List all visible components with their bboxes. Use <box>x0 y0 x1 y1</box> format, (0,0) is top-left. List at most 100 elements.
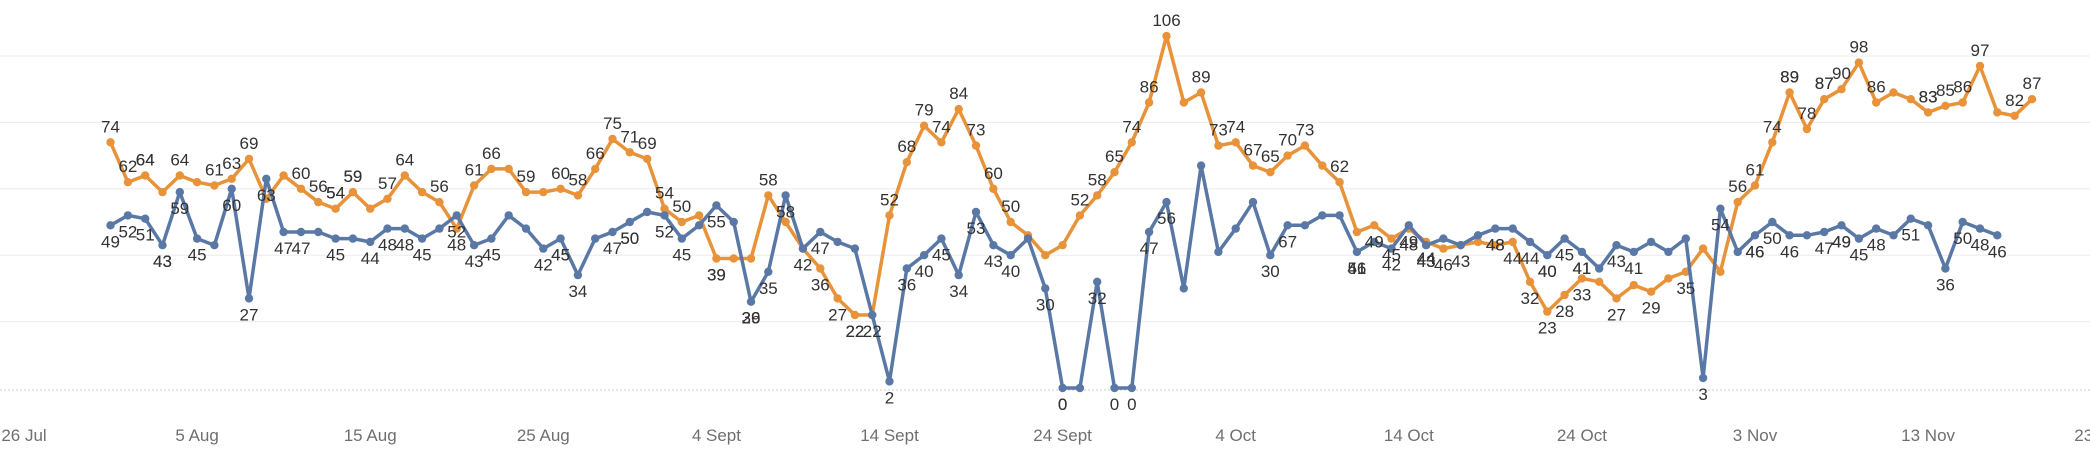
data-point <box>469 181 479 190</box>
data-label: 59 <box>343 167 362 186</box>
data-point <box>1595 277 1604 286</box>
data-label: 64 <box>395 151 414 170</box>
data-point <box>1473 231 1483 240</box>
data-point <box>1352 247 1362 257</box>
data-point <box>210 181 219 190</box>
data-label: 27 <box>240 305 259 324</box>
series-lines <box>106 31 2037 393</box>
data-point <box>694 221 704 230</box>
data-point <box>1370 221 1379 230</box>
data-label: 35 <box>759 279 778 298</box>
data-label: 22 <box>845 322 864 341</box>
data-point <box>1577 274 1587 283</box>
data-point <box>573 270 583 280</box>
data-label: 86 <box>1953 78 1972 97</box>
data-point <box>1768 217 1777 227</box>
data-point <box>262 174 271 183</box>
data-label: 43 <box>984 252 1003 271</box>
data-point <box>1006 251 1015 260</box>
data-point <box>1750 181 1760 190</box>
data-label: 45 <box>551 246 570 265</box>
data-point <box>1110 383 1119 393</box>
data-point <box>816 264 825 273</box>
data-point <box>919 121 929 130</box>
data-point <box>1439 244 1448 253</box>
data-point <box>1612 241 1621 250</box>
data-point <box>971 141 981 150</box>
data-label: 49 <box>101 232 120 251</box>
data-point <box>1491 241 1500 250</box>
data-point <box>1283 151 1292 160</box>
data-label: 48 <box>1486 236 1505 255</box>
data-label: 74 <box>932 117 951 136</box>
data-label: 67 <box>1278 232 1297 251</box>
data-point <box>608 134 617 144</box>
data-point <box>608 227 617 237</box>
data-point <box>1266 251 1275 260</box>
data-point <box>417 187 427 197</box>
data-label: 63 <box>222 154 241 173</box>
data-point <box>158 187 167 197</box>
data-point <box>989 241 998 250</box>
data-point <box>192 178 202 187</box>
data-label: 3 <box>1698 385 1707 404</box>
data-point <box>192 234 202 243</box>
data-label: 43 <box>1451 252 1470 271</box>
data-label: 79 <box>915 101 934 120</box>
data-label: 54 <box>326 184 345 203</box>
data-label: 73 <box>967 121 986 140</box>
data-label: 44 <box>361 249 380 268</box>
data-point <box>1266 168 1275 177</box>
data-label: 89 <box>1780 68 1799 87</box>
data-label: 45 <box>188 246 207 265</box>
data-point <box>1577 247 1587 257</box>
data-point <box>1404 221 1414 230</box>
data-point <box>1941 101 1950 111</box>
data-label: 83 <box>1919 87 1938 106</box>
data-point <box>1733 197 1742 207</box>
data-point <box>556 234 565 243</box>
data-point <box>729 217 738 227</box>
data-point <box>1179 98 1189 107</box>
data-point <box>1837 85 1846 94</box>
data-point <box>1093 191 1102 200</box>
data-point <box>366 204 375 213</box>
data-point <box>1248 197 1258 207</box>
data-point <box>210 241 219 250</box>
data-point <box>487 234 496 243</box>
data-label: 58 <box>1088 170 1107 189</box>
data-point <box>1543 251 1552 260</box>
data-point <box>2010 111 2019 121</box>
data-point <box>1144 98 1154 107</box>
x-tick-label: 26 Jul <box>1 426 46 445</box>
data-label: 62 <box>1330 157 1349 176</box>
data-label: 49 <box>1399 232 1418 251</box>
data-label: 42 <box>793 256 812 275</box>
data-point <box>1179 284 1189 293</box>
data-label: 44 <box>1417 249 1436 268</box>
x-tick-label: 4 Oct <box>1215 426 1256 445</box>
data-point <box>227 184 236 193</box>
data-label: 35 <box>1676 279 1695 298</box>
data-point <box>539 244 548 253</box>
data-point <box>954 104 963 114</box>
data-point <box>625 148 634 157</box>
data-label: 87 <box>2023 74 2042 93</box>
data-point <box>244 154 254 164</box>
data-point <box>919 251 929 260</box>
data-label: 64 <box>136 151 155 170</box>
data-label: 45 <box>1849 246 1868 265</box>
data-point <box>1664 274 1673 283</box>
data-point <box>435 197 444 207</box>
data-label: 63 <box>257 186 276 205</box>
data-label: 74 <box>1122 117 1141 136</box>
data-point <box>1560 290 1569 300</box>
data-label: 47 <box>603 239 622 258</box>
data-point <box>1906 95 1916 104</box>
data-label: 89 <box>1192 68 1211 87</box>
data-point <box>1110 168 1119 177</box>
data-point <box>504 211 513 220</box>
data-point <box>954 270 963 280</box>
